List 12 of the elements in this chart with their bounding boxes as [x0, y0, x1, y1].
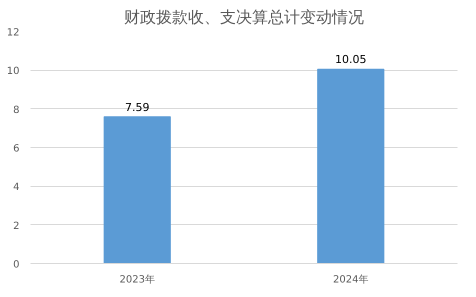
y-tick-label: 10	[6, 66, 20, 78]
chart-title: 财政拨款收、支决算总计变动情况	[124, 8, 364, 26]
y-tick-label: 12	[6, 28, 20, 38]
y-tick-label: 2	[13, 220, 20, 232]
y-tick-label: 6	[13, 144, 20, 154]
y-tick-label: 4	[13, 182, 20, 194]
x-tick-label: 2024年	[333, 274, 368, 286]
x-tick-label: 2023年	[120, 274, 155, 286]
data-label: 7.59	[125, 100, 150, 114]
data-label: 10.05	[335, 53, 367, 66]
y-tick-label: 8	[13, 104, 20, 116]
y-tick-label: 0	[13, 260, 20, 270]
